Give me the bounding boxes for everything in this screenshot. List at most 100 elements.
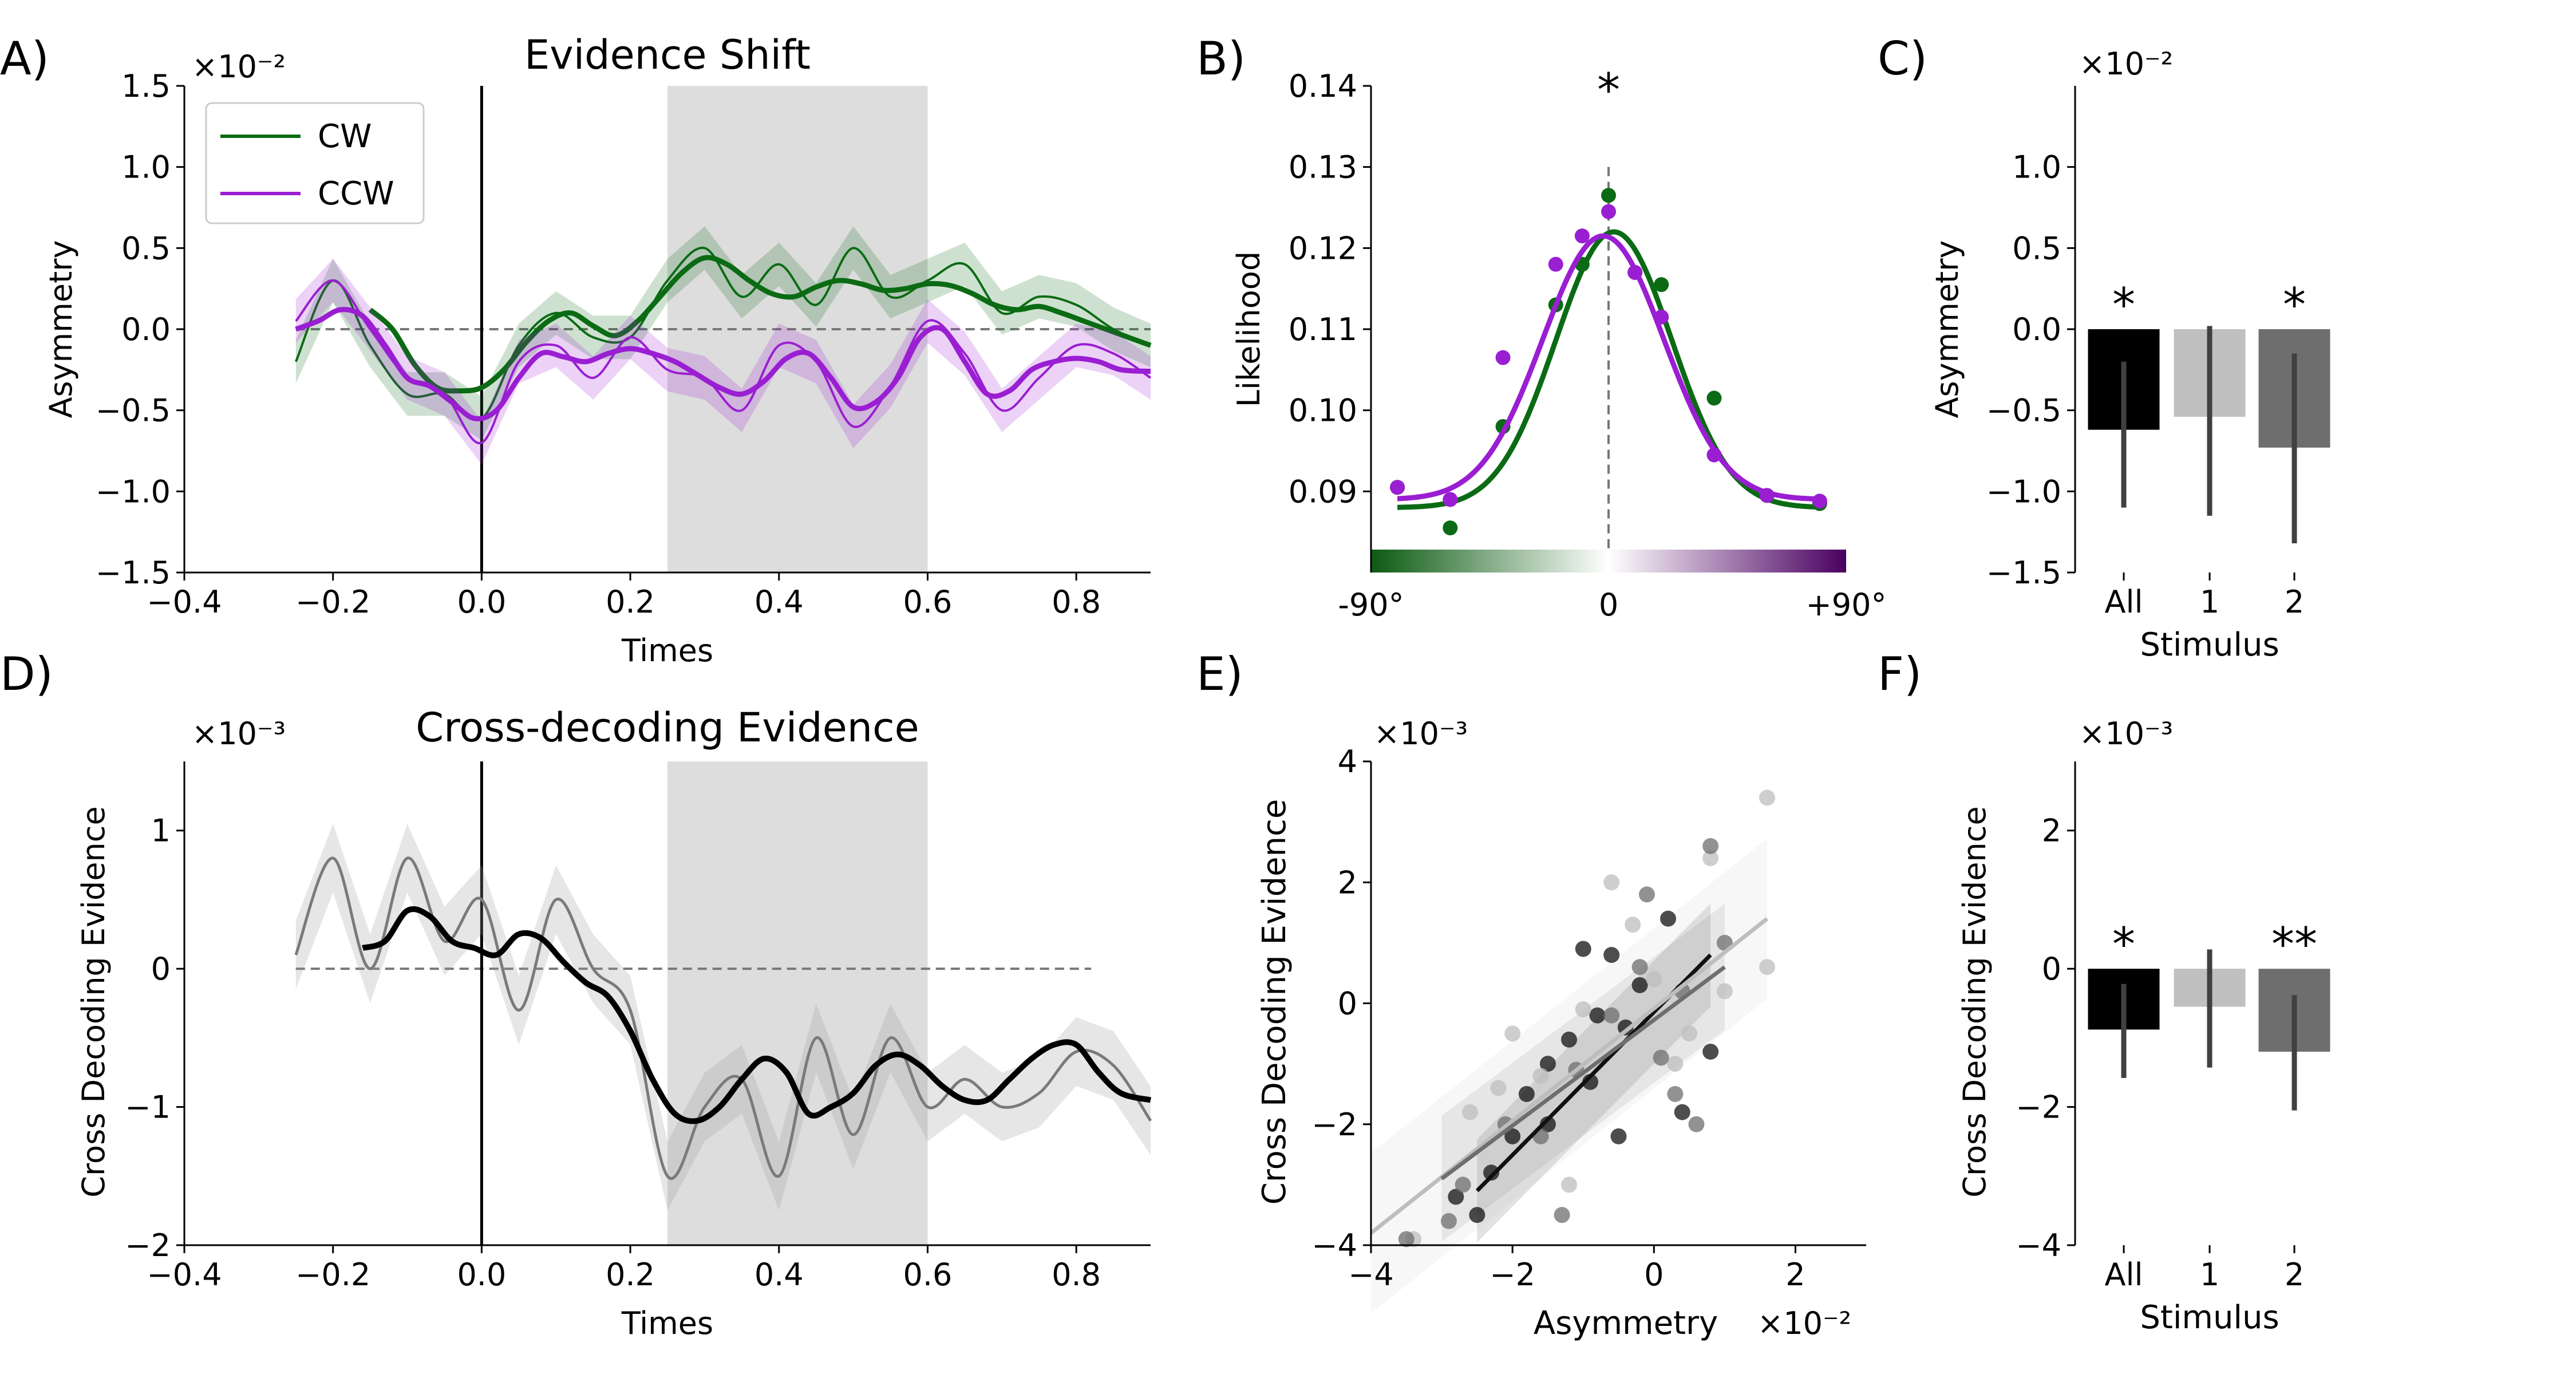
scatter-point-1 bbox=[1646, 971, 1662, 988]
fit-curve-cw bbox=[1397, 229, 1820, 510]
data-point-ccw bbox=[1443, 492, 1458, 507]
x-axis-label: Times bbox=[621, 1305, 713, 1341]
legend-label-cw: CW bbox=[318, 118, 372, 155]
scatter-point-all bbox=[1518, 1085, 1535, 1102]
panel-label-d: D) bbox=[0, 647, 53, 701]
chart-title: Evidence Shift bbox=[524, 31, 811, 78]
x-tick-label: 0 bbox=[1599, 587, 1618, 623]
y-tick-label: 0.0 bbox=[121, 311, 171, 348]
x-axis-label: Times bbox=[621, 633, 713, 669]
scatter-point-all bbox=[1504, 1128, 1521, 1144]
y-tick-label: 0.5 bbox=[121, 230, 171, 266]
y-offset-label: ×10⁻³ bbox=[1374, 716, 1468, 752]
scatter-point-2 bbox=[1603, 1007, 1620, 1024]
y-tick-label: 0.13 bbox=[1289, 149, 1357, 185]
scatter-point-1 bbox=[1603, 874, 1620, 891]
y-axis-label: Asymmetry bbox=[43, 240, 79, 418]
panel-f-cross-decoding-bars: All * 1 2 ** −4 −2 0 2 ×10⁻³ Stimulus Cross Decodin… bbox=[1957, 716, 2330, 1336]
scatter-point-all bbox=[1469, 1207, 1485, 1223]
data-point-ccw bbox=[1812, 493, 1827, 509]
offset-label: ×10⁻² bbox=[192, 49, 286, 85]
offset-label: ×10⁻³ bbox=[2079, 716, 2173, 752]
legend-label-ccw: CCW bbox=[318, 175, 394, 212]
x-tick-label: 0.4 bbox=[754, 1257, 804, 1293]
y-tick-label: −1.0 bbox=[96, 473, 171, 510]
significance-marker: * bbox=[1597, 64, 1620, 117]
scatter-point-1 bbox=[1504, 1025, 1521, 1042]
y-tick-label: −2 bbox=[125, 1227, 171, 1264]
y-axis-label: Asymmetry bbox=[1929, 240, 1965, 418]
x-tick-label: -90° bbox=[1338, 587, 1404, 623]
x-tick-label: 0 bbox=[1644, 1257, 1664, 1293]
scatter-point-all bbox=[1674, 1104, 1690, 1120]
scatter-point-1 bbox=[1532, 1068, 1549, 1084]
scatter-point-2 bbox=[1455, 1176, 1471, 1193]
x-tick-label: 1 bbox=[2200, 1257, 2219, 1293]
data-point-ccw bbox=[1706, 447, 1722, 463]
scatter-point-1 bbox=[1575, 1001, 1591, 1018]
scatter-point-all bbox=[1575, 941, 1591, 957]
data-point-cw bbox=[1443, 520, 1458, 536]
scatter-point-all bbox=[1539, 1116, 1556, 1132]
offset-label: ×10⁻³ bbox=[192, 716, 286, 752]
y-tick-label: −1.5 bbox=[96, 555, 171, 591]
panel-label-f: F) bbox=[1878, 647, 1922, 701]
scatter-point-1 bbox=[1716, 983, 1733, 1000]
y-tick-label: 1 bbox=[151, 813, 171, 849]
y-tick-label: 0.09 bbox=[1289, 473, 1357, 510]
scatter-point-2 bbox=[1688, 1116, 1705, 1132]
smooth-line-cw bbox=[368, 255, 1152, 394]
x-tick-label: 0.0 bbox=[457, 1257, 506, 1293]
smooth-line-ccw bbox=[295, 307, 1151, 421]
panel-label-b: B) bbox=[1196, 32, 1246, 85]
x-tick-label: 0.6 bbox=[903, 584, 953, 620]
y-tick-label: −2 bbox=[1311, 1107, 1357, 1143]
y-tick-label: 0.5 bbox=[2012, 230, 2061, 266]
panel-label-a: A) bbox=[0, 32, 49, 85]
x-tick-label: 0.6 bbox=[903, 1257, 953, 1293]
data-point-cw bbox=[1601, 188, 1616, 203]
y-tick-label: 4 bbox=[1338, 744, 1357, 780]
data-point-ccw bbox=[1654, 309, 1669, 325]
scatter-point-1 bbox=[1667, 1056, 1684, 1072]
y-tick-label: −0.5 bbox=[1986, 393, 2061, 429]
x-tick-label: 0.8 bbox=[1052, 584, 1101, 620]
data-point-ccw bbox=[1601, 204, 1616, 219]
scatter-point-1 bbox=[1490, 1080, 1507, 1096]
scatter-point-1 bbox=[1625, 917, 1641, 933]
panel-a-evidence-shift: −1.5 −1.0 −0.5 0.0 0.5 1.0 1.5 −0.4 −0.2 0.0 0.2 0.… bbox=[43, 31, 1152, 669]
y-tick-label: 1.0 bbox=[2012, 149, 2061, 185]
scatter-point-all bbox=[1610, 1128, 1627, 1144]
orientation-colorbar bbox=[1371, 550, 1846, 572]
smooth-line bbox=[362, 906, 1152, 1124]
offset-label: ×10⁻² bbox=[2079, 46, 2173, 82]
scatter-point-1 bbox=[1681, 1025, 1698, 1042]
fit-curve-ccw bbox=[1397, 233, 1820, 502]
x-tick-label: 0.2 bbox=[606, 584, 655, 620]
y-tick-label: 2 bbox=[2042, 813, 2061, 849]
data-point-ccw bbox=[1574, 228, 1590, 244]
significance-marker: * bbox=[2112, 918, 2135, 971]
x-tick-label: −2 bbox=[1490, 1257, 1535, 1293]
scatter-point-1 bbox=[1759, 789, 1775, 806]
y-tick-label: −1.0 bbox=[1986, 473, 2061, 510]
x-tick-label: −0.4 bbox=[147, 1257, 222, 1293]
y-tick-label: 1.5 bbox=[121, 68, 171, 104]
scatter-point-all bbox=[1483, 1164, 1500, 1181]
scatter-point-all bbox=[1448, 1189, 1464, 1205]
y-tick-label: 0 bbox=[2042, 951, 2061, 987]
x-tick-label: All bbox=[2105, 1257, 2143, 1293]
y-tick-label: 0.14 bbox=[1289, 68, 1357, 104]
x-offset-label: ×10⁻² bbox=[1757, 1305, 1851, 1341]
x-tick-label: 1 bbox=[2200, 584, 2219, 620]
scatter-point-1 bbox=[1759, 959, 1775, 976]
scatter-point-2 bbox=[1398, 1231, 1415, 1247]
raw-line bbox=[294, 856, 1152, 1180]
x-tick-label: 0.8 bbox=[1052, 1257, 1101, 1293]
y-tick-label: −4 bbox=[2016, 1227, 2061, 1264]
scatter-point-all bbox=[1702, 1044, 1719, 1060]
y-tick-label: −0.5 bbox=[96, 393, 171, 429]
panel-d-cross-decoding: −2 −1 0 1 −0.4 −0.2 0.0 0.2 0.4 0.6 0.8 ×10⁻³ Cross-… bbox=[76, 704, 1152, 1341]
scatter-point-all bbox=[1603, 947, 1620, 963]
scatter-point-all bbox=[1660, 910, 1676, 927]
